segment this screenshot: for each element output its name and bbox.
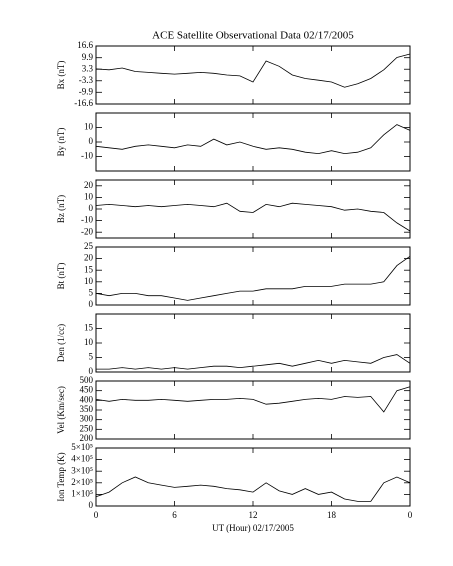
y-tick-label: 5 — [89, 352, 94, 362]
y-tick-label: -16.6 — [74, 98, 93, 108]
y-axis-label: Bz (nT) — [56, 195, 66, 223]
x-tick-label: 0 — [408, 510, 413, 520]
y-tick-label: 25 — [84, 241, 94, 251]
x-tick-label: 6 — [172, 510, 177, 520]
y-tick-label: 0 — [89, 366, 94, 376]
y-tick-label: 15 — [84, 264, 94, 274]
data-line — [95, 53, 411, 88]
y-tick-label: 250 — [80, 423, 94, 433]
data-line — [95, 386, 411, 413]
data-line — [95, 476, 411, 502]
y-tick-label: -3.3 — [79, 75, 94, 85]
data-line — [95, 255, 411, 301]
y-tick-label: 350 — [80, 404, 94, 414]
panel-frame — [95, 112, 411, 172]
y-tick-label: 0 — [89, 299, 94, 309]
y-tick-label: 3.3 — [82, 63, 94, 73]
chart-title: ACE Satellite Observational Data 02/17/2… — [152, 30, 354, 42]
data-line — [96, 354, 411, 370]
panel-frame — [95, 45, 411, 105]
y-tick-label: 300 — [80, 414, 94, 424]
y-tick-label: 0 — [89, 203, 94, 213]
y-tick-label: 0 — [89, 136, 94, 146]
y-tick-label: 500 — [80, 375, 94, 385]
y-tick-label: -10 — [81, 215, 93, 225]
y-tick-label: 16.6 — [77, 40, 93, 50]
x-tick-label: 18 — [327, 510, 337, 520]
y-tick-label: -20 — [81, 226, 93, 236]
y-tick-label: 400 — [80, 394, 94, 404]
x-tick-label: 0 — [94, 510, 99, 520]
data-line — [95, 202, 411, 232]
y-axis-label: Den (1/cc) — [56, 324, 66, 362]
y-tick-label: 15 — [84, 323, 94, 333]
panel-frame — [95, 246, 411, 306]
y-tick-label: 20 — [84, 180, 94, 190]
y-tick-label: 9.9 — [82, 52, 94, 62]
data-line — [95, 124, 411, 155]
y-axis-label: Vel (Km/sec) — [56, 386, 66, 434]
x-axis-label: UT (Hour) 02/17/2005 — [212, 523, 294, 533]
y-tick-label: 4×10⁵ — [71, 454, 93, 464]
panel-frame — [95, 313, 411, 373]
y-tick-label: 450 — [80, 385, 94, 395]
panel-frame — [95, 447, 411, 507]
y-axis-label: Bt (nT) — [56, 263, 66, 290]
y-tick-label: 5 — [89, 287, 94, 297]
y-tick-label: 3×10⁵ — [71, 465, 93, 475]
x-tick-label: 12 — [249, 510, 258, 520]
y-tick-label: 10 — [84, 276, 94, 286]
y-tick-label: -10 — [81, 151, 93, 161]
y-tick-label: 10 — [84, 337, 94, 347]
y-tick-label: 1×10⁵ — [71, 488, 93, 498]
y-tick-label: 5×10⁵ — [71, 442, 93, 452]
y-tick-label: -9.9 — [79, 86, 94, 96]
y-tick-label: 10 — [84, 122, 94, 132]
y-axis-label: By (nT) — [56, 128, 66, 157]
y-tick-label: 2×10⁵ — [71, 477, 93, 487]
y-axis-label: Bx (nT) — [56, 61, 66, 90]
y-tick-label: 0 — [89, 500, 94, 510]
y-tick-label: 200 — [80, 433, 94, 443]
y-axis-label: Ion Temp (K) — [56, 452, 66, 501]
y-tick-label: 20 — [84, 253, 94, 263]
y-tick-label: 10 — [84, 191, 94, 201]
panel-frame — [95, 380, 411, 440]
panel-frame — [95, 179, 411, 239]
